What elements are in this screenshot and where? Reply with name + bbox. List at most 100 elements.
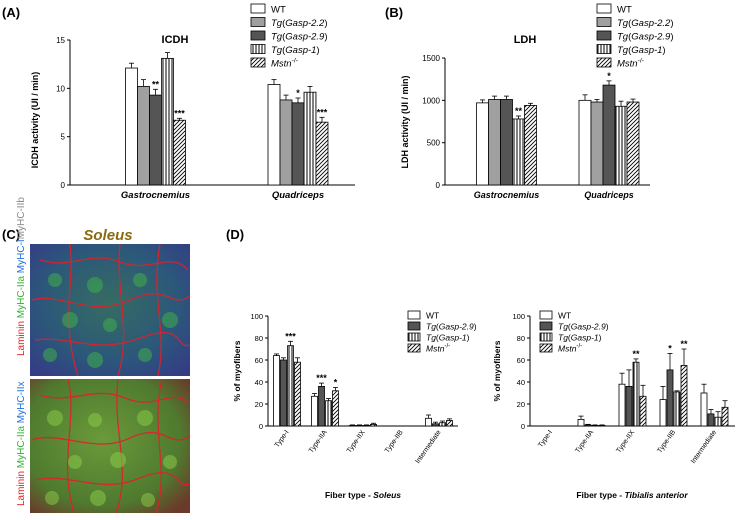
bar	[659, 399, 667, 427]
x-axis-label: Fiber type - Soleus	[325, 490, 401, 500]
significance-label: ***	[285, 331, 296, 341]
panel-label-d: (D)	[226, 227, 244, 242]
y-tick-label: 100	[512, 312, 525, 321]
bar	[632, 361, 640, 427]
bar	[439, 422, 446, 427]
bar	[294, 361, 301, 427]
legend-text: WT	[271, 5, 286, 16]
legend-swatch	[539, 343, 553, 353]
legend-text-gene: Gasp-1	[571, 333, 599, 343]
category-label: Type-IIX	[615, 429, 636, 455]
legend-text-tg: Tg	[617, 45, 629, 56]
legend-text-gene: Gasp-1	[631, 45, 662, 56]
legend-text-mstn: Mstn	[558, 344, 577, 354]
legend-swatch	[407, 343, 421, 353]
legend-text-sup: -/-	[638, 58, 644, 65]
y-tick-label: 40	[517, 378, 525, 387]
significance-label: ***	[316, 373, 327, 383]
legend-text-gene: Gasp-2.9	[571, 322, 606, 332]
micrograph-bottom	[30, 378, 191, 514]
legend-swatch	[539, 332, 553, 342]
bar	[279, 99, 293, 186]
stain-part-2: MyHC-IIx	[16, 382, 27, 424]
category-label: Type-IIA	[574, 429, 595, 455]
legend-text-tg: Tg	[558, 322, 568, 332]
bar	[602, 84, 616, 186]
micrograph-top	[30, 243, 191, 377]
legend-swatch	[250, 57, 266, 68]
legend-text-sup: -/-	[292, 58, 298, 65]
panel-label-c: (C)	[2, 227, 20, 242]
legend-label: Tg(Gasp-1)	[271, 45, 320, 56]
stain-part-3: MyHC-IIb	[16, 197, 27, 240]
stain-part-0: Laminin	[16, 468, 27, 506]
legend-text-tg: Tg	[271, 45, 283, 56]
x-axis-label: Fiber type - Tibialis anterior	[576, 490, 688, 500]
y-tick-label: 80	[255, 334, 263, 343]
legend-text-paren: )	[324, 32, 327, 43]
bar	[363, 425, 370, 427]
bar	[680, 365, 688, 427]
legend-text-paren: (	[568, 333, 571, 343]
x-axis-label-main: Fiber type -	[576, 490, 624, 500]
y-tick-label: 100	[250, 312, 263, 321]
significance-label: ***	[317, 107, 328, 117]
legend-text-sup: -/-	[576, 343, 582, 350]
bar	[267, 84, 281, 186]
category-label: Gastrocnemius	[121, 190, 190, 201]
legend-text: WT	[426, 311, 439, 321]
legend: WTTg(Gasp-2.2)Tg(Gasp-2.9)Tg(Gasp-1)Mstn…	[250, 3, 328, 70]
y-axis-label: % of myofibers	[232, 340, 242, 401]
bar	[598, 425, 606, 427]
legend-label: WT	[271, 5, 286, 16]
legend-text-paren: (	[628, 32, 632, 43]
legend-text-paren: (	[628, 45, 632, 56]
stain-label-top: Laminin MyHC-IIa MyHC-IMyHC-IIb	[16, 197, 27, 356]
legend-text-tg: Tg	[426, 322, 436, 332]
bar	[524, 105, 537, 186]
legend-swatch	[596, 44, 612, 54]
y-tick-label: 20	[517, 400, 525, 409]
significance-label: *	[334, 378, 338, 388]
bar	[476, 102, 489, 186]
category-label: Type-IIA	[308, 429, 329, 455]
legend-label: WT	[558, 311, 571, 321]
legend-label: Mstn-/-	[271, 58, 298, 70]
bar	[287, 345, 294, 427]
bar	[173, 119, 186, 186]
x-axis-label-main: Fiber type -	[325, 490, 373, 500]
legend-text-paren: )	[599, 333, 602, 343]
legend-label: Tg(Gasp-1)	[617, 45, 666, 56]
legend-text-paren: (	[282, 45, 286, 56]
bar	[356, 425, 363, 427]
legend-label: Tg(Gasp-2.2)	[617, 18, 674, 29]
legend-text-mstn: Mstn	[617, 59, 638, 70]
legend-label: Tg(Gasp-1)	[426, 333, 470, 343]
legend-text-gene: Gasp-2.2	[285, 18, 325, 29]
legend-text-mstn: Mstn	[426, 344, 445, 354]
category-label: Gastrocnemius	[474, 190, 540, 200]
bar	[370, 423, 377, 427]
bar	[125, 67, 138, 186]
legend-swatch	[250, 44, 266, 54]
stain-part-2: MyHC-I	[16, 239, 27, 273]
x-axis-label-muscle: Soleus	[373, 490, 401, 500]
category-label: Type-IIX	[346, 429, 367, 455]
legend-text-paren: (	[436, 322, 439, 332]
legend-text-paren: )	[324, 18, 327, 29]
legend-swatch	[539, 321, 553, 331]
legend-text-tg: Tg	[271, 32, 283, 43]
category-label: Type-IIB	[384, 429, 405, 455]
legend-label: Mstn-/-	[426, 343, 450, 354]
bar	[273, 355, 280, 427]
y-tick-label: 15	[56, 36, 65, 45]
legend-swatch	[250, 17, 266, 27]
legend-text-paren: )	[670, 18, 673, 29]
legend-swatch	[596, 17, 612, 27]
bar	[714, 416, 722, 427]
y-tick-label: 0	[61, 181, 66, 190]
micrograph-title: Soleus	[83, 227, 132, 244]
bar	[280, 359, 287, 427]
